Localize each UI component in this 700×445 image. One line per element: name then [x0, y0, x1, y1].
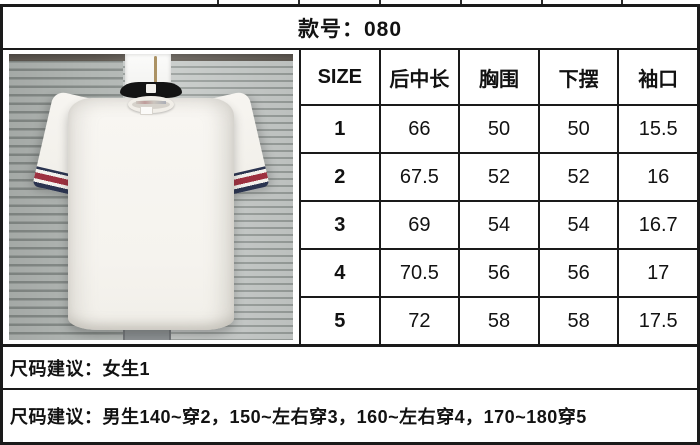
size-table-cell: 16 [617, 152, 697, 200]
size-suggestion-male-text: 尺码建议：男生140~穿2，150~左右穿3，160~左右穿4，170~180穿… [10, 407, 587, 427]
size-table-cell: 54 [537, 200, 618, 248]
size-table: SIZE 后中长 胸围 下摆 袖口 1 66 50 50 15.5 2 67.5… [299, 50, 697, 344]
hanger-brand-label [146, 84, 156, 93]
product-photo-cell [3, 50, 299, 344]
size-table-cell: 1 [299, 104, 379, 152]
size-table-cell: 58 [537, 296, 618, 344]
size-table-cell: 69 [378, 200, 459, 248]
size-table-cell: 52 [537, 152, 618, 200]
remnant-tick [217, 0, 219, 4]
size-table-cell: 56 [537, 248, 618, 296]
size-chart-sheet: 款号：080 [0, 4, 700, 445]
size-table-cell: 17 [617, 248, 697, 296]
size-suggestion-male: 尺码建议：男生140~穿2，150~左右穿3，160~左右穿4，170~180穿… [3, 390, 697, 442]
size-table-cell: 66 [378, 104, 459, 152]
size-table-header-cell: 后中长 [378, 50, 459, 104]
remnant-tick [621, 0, 623, 4]
size-table-header-cell: SIZE [299, 50, 379, 104]
style-number-text: 款号：080 [297, 17, 403, 41]
size-table-cell: 2 [299, 152, 379, 200]
size-table-cell: 3 [299, 200, 379, 248]
size-table-cell: 50 [458, 104, 538, 152]
remnant-tick [460, 0, 462, 4]
hanger-hook [154, 56, 157, 88]
size-table-cell: 16.7 [617, 200, 697, 248]
size-suggestion-female-text: 尺码建议：女生1 [10, 358, 151, 379]
size-table-header-cell: 袖口 [617, 50, 697, 104]
size-table-cell: 50 [537, 104, 618, 152]
size-table-cell: 58 [458, 296, 538, 344]
collar-brand-label [140, 106, 153, 115]
size-suggestion-female: 尺码建议：女生1 [3, 347, 697, 390]
style-number-header: 款号：080 [3, 7, 697, 50]
size-table-cell: 70.5 [378, 248, 459, 296]
hanger [120, 82, 182, 98]
cropped-table-remnant [0, 0, 700, 4]
collar-grosgrain-tape [136, 101, 166, 104]
size-table-header-cell: 胸围 [458, 50, 538, 104]
size-table-cell: 54 [458, 200, 538, 248]
size-table-cell: 15.5 [617, 104, 697, 152]
size-table-cell: 72 [378, 296, 459, 344]
remnant-tick [541, 0, 543, 4]
tshirt-body [68, 98, 234, 330]
size-table-cell: 17.5 [617, 296, 697, 344]
product-photo [9, 54, 293, 340]
size-table-cell: 56 [458, 248, 538, 296]
size-table-cell: 5 [299, 296, 379, 344]
main-region: SIZE 后中长 胸围 下摆 袖口 1 66 50 50 15.5 2 67.5… [3, 50, 697, 347]
size-table-cell: 52 [458, 152, 538, 200]
remnant-tick [298, 0, 300, 4]
remnant-tick [379, 0, 381, 4]
size-table-cell: 4 [299, 248, 379, 296]
size-table-header-cell: 下摆 [537, 50, 618, 104]
size-table-cell: 67.5 [378, 152, 459, 200]
